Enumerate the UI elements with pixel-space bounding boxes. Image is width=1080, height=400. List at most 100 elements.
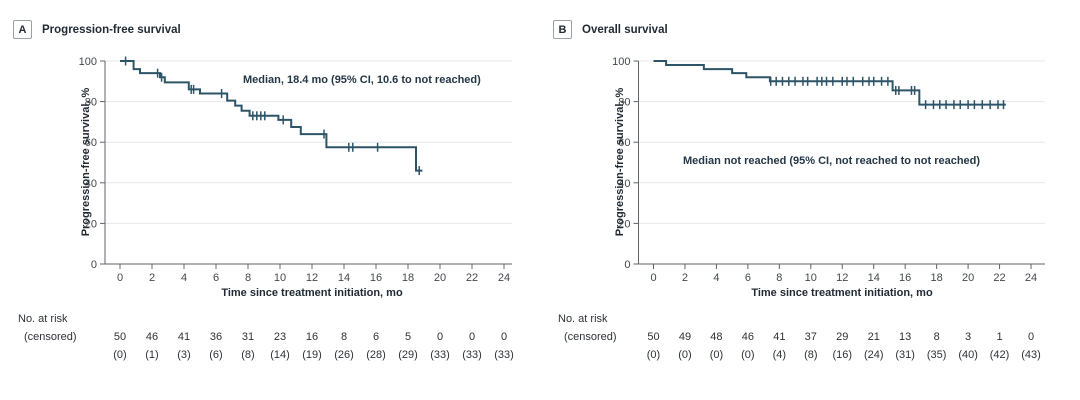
- panel-b-header: B Overall survival: [553, 20, 668, 39]
- risk-count: 41: [178, 331, 190, 343]
- y-tick-label: 100: [79, 56, 97, 68]
- x-tick-label: 6: [213, 272, 219, 284]
- censored-table-label: (censored): [24, 331, 77, 343]
- x-tick-label: 16: [370, 272, 382, 284]
- risk-count: 8: [341, 331, 347, 343]
- censored-count: (3): [177, 349, 190, 361]
- x-tick-label: 14: [868, 272, 880, 284]
- censored-count: (0): [741, 349, 754, 361]
- panel-b-title: Overall survival: [582, 23, 668, 36]
- risk-count: 49: [679, 331, 691, 343]
- panel-a-header: A Progression-free survival: [13, 20, 181, 39]
- x-tick-label: 8: [245, 272, 251, 284]
- x-tick-label: 20: [962, 272, 974, 284]
- censored-count: (33): [430, 349, 450, 361]
- risk-count: 0: [469, 331, 475, 343]
- censored-count: (33): [462, 349, 482, 361]
- censored-count: (0): [647, 349, 660, 361]
- censored-count: (42): [990, 349, 1010, 361]
- risk-count: 0: [437, 331, 443, 343]
- median-annotation: Median, 18.4 mo (95% CI, 10.6 to not rea…: [243, 74, 481, 86]
- x-tick-label: 4: [713, 272, 719, 284]
- risk-count: 31: [242, 331, 254, 343]
- censored-count: (0): [678, 349, 691, 361]
- risk-count: 16: [306, 331, 318, 343]
- y-tick-label: 20: [85, 218, 97, 230]
- censored-count: (33): [494, 349, 514, 361]
- risk-table-label: No. at risk: [558, 313, 608, 325]
- y-tick-label: 60: [85, 137, 97, 149]
- risk-count: 5: [405, 331, 411, 343]
- censored-count: (16): [832, 349, 852, 361]
- risk-table-label: No. at risk: [18, 313, 68, 325]
- risk-count: 48: [710, 331, 722, 343]
- censored-count: (28): [366, 349, 386, 361]
- x-tick-label: 6: [745, 272, 751, 284]
- risk-count: 21: [868, 331, 880, 343]
- risk-count: 13: [899, 331, 911, 343]
- x-tick-label: 22: [993, 272, 1005, 284]
- censored-count: (8): [804, 349, 817, 361]
- x-tick-label: 10: [805, 272, 817, 284]
- risk-count: 23: [274, 331, 286, 343]
- censored-count: (6): [209, 349, 222, 361]
- risk-count: 46: [742, 331, 754, 343]
- risk-count: 6: [373, 331, 379, 343]
- median-annotation: Median not reached (95% CI, not reached …: [683, 155, 981, 167]
- risk-count: 36: [210, 331, 222, 343]
- panel-a-title: Progression-free survival: [42, 23, 181, 36]
- x-tick-label: 22: [466, 272, 478, 284]
- censored-count: (29): [398, 349, 418, 361]
- y-axis-title: Progression-free survival, %: [614, 87, 626, 237]
- x-tick-label: 2: [149, 272, 155, 284]
- panel-a-label-box: A: [13, 20, 32, 39]
- risk-count: 50: [647, 331, 659, 343]
- panel-overall-survival: 0 20 40 60 80 100 0 2 4 6 8 10 12 14 16 18 20 22 24 50 (0) 49…: [540, 0, 1080, 400]
- y-tick-label: 40: [85, 178, 97, 190]
- x-tick-label: 12: [836, 272, 848, 284]
- risk-count: 0: [1028, 331, 1034, 343]
- risk-count: 1: [996, 331, 1002, 343]
- y-axis-title: Progression-free survival, %: [80, 87, 92, 237]
- risk-count: 29: [836, 331, 848, 343]
- x-tick-label: 24: [1025, 272, 1037, 284]
- y-tick-label: 0: [624, 259, 630, 271]
- x-tick-label: 24: [498, 272, 510, 284]
- x-axis-title: Time since treatment initiation, mo: [221, 287, 403, 299]
- censored-count: (1): [145, 349, 158, 361]
- survival-curve: [653, 60, 1006, 106]
- x-tick-label: 18: [402, 272, 414, 284]
- x-tick-label: 0: [650, 272, 656, 284]
- x-axis-title: Time since treatment initiation, mo: [751, 287, 933, 299]
- panel-progression-free-survival: 0 20 40 60 80 100 0 2 4 6 8 10 12 14 16 18 20 22 24 50 (0) 46…: [13, 20, 514, 361]
- x-tick-label: 8: [776, 272, 782, 284]
- censored-count: (26): [334, 349, 354, 361]
- censored-count: (40): [958, 349, 978, 361]
- y-tick-label: 60: [618, 137, 630, 149]
- censored-count: (0): [710, 349, 723, 361]
- risk-count: 37: [805, 331, 817, 343]
- y-tick-label: 0: [91, 259, 97, 271]
- risk-count: 8: [934, 331, 940, 343]
- risk-count: 50: [114, 331, 126, 343]
- censored-count: (19): [302, 349, 322, 361]
- y-tick-label: 80: [85, 97, 97, 109]
- risk-count: 0: [501, 331, 507, 343]
- x-tick-label: 18: [931, 272, 943, 284]
- censored-count: (43): [1021, 349, 1041, 361]
- y-tick-label: 80: [618, 97, 630, 109]
- risk-count: 46: [146, 331, 158, 343]
- risk-count: 3: [965, 331, 971, 343]
- x-tick-label: 14: [338, 272, 350, 284]
- panel-b-label-box: B: [553, 20, 572, 39]
- censored-count: (31): [895, 349, 915, 361]
- y-tick-label: 20: [618, 218, 630, 230]
- censored-count: (14): [270, 349, 290, 361]
- censored-count: (35): [927, 349, 947, 361]
- censored-count: (0): [113, 349, 126, 361]
- x-tick-label: 12: [306, 272, 318, 284]
- x-tick-label: 16: [899, 272, 911, 284]
